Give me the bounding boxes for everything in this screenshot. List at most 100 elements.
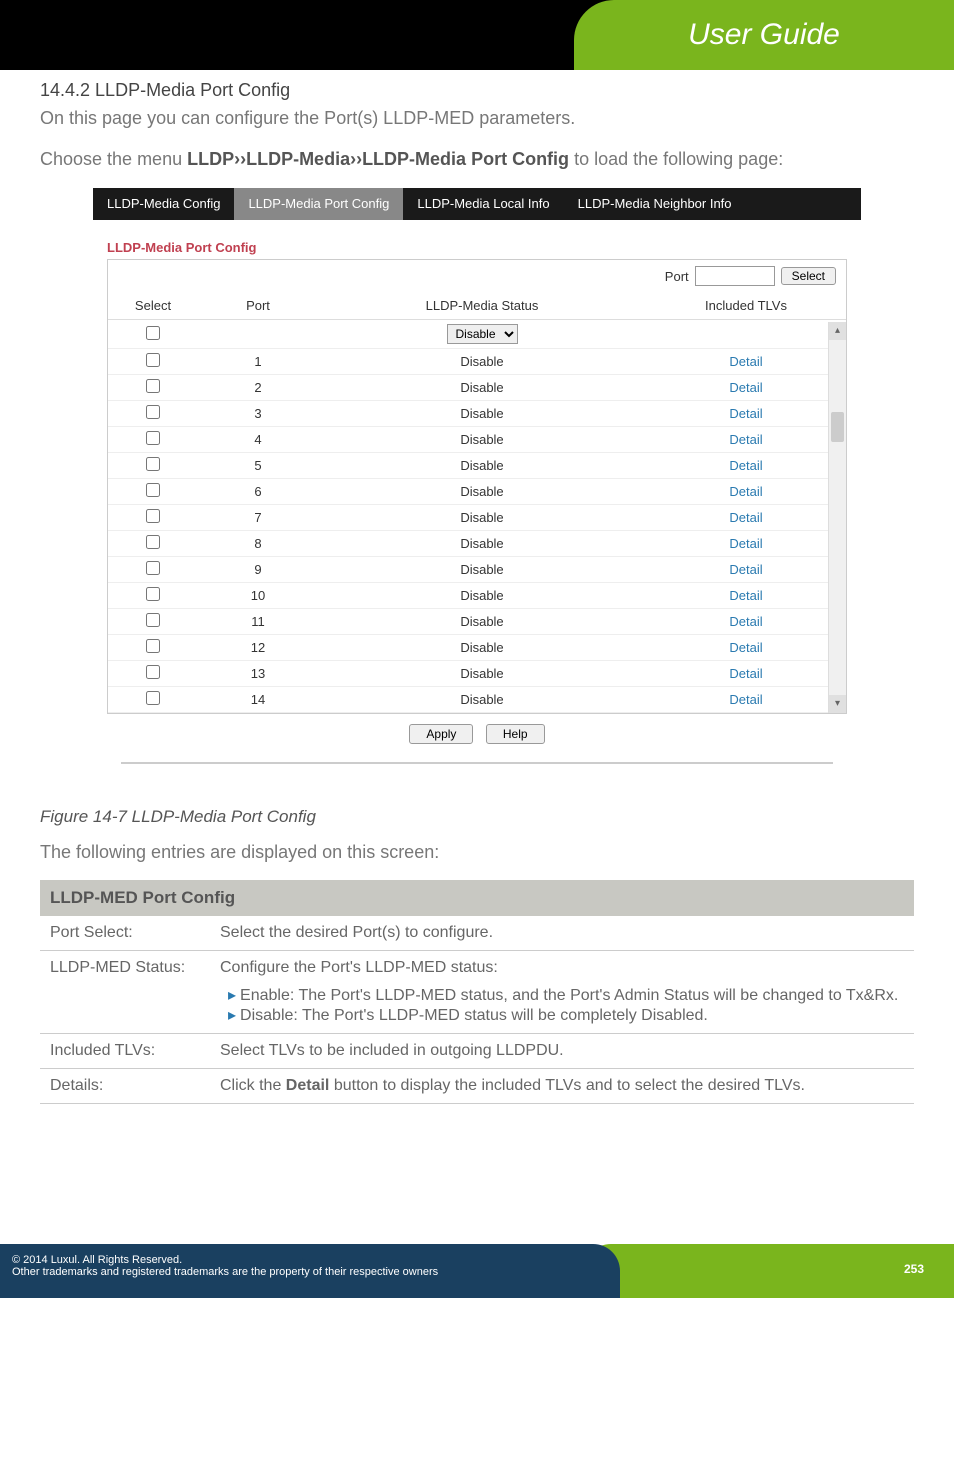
row-detail-link[interactable]: Detail <box>646 661 846 687</box>
row-detail-link[interactable]: Detail <box>646 635 846 661</box>
desc-header: LLDP-MED Port Config <box>40 880 914 916</box>
description-table: LLDP-MED Port Config Port Select: Select… <box>40 880 914 1104</box>
row-detail-link[interactable]: Detail <box>646 427 846 453</box>
port-input[interactable] <box>695 266 775 286</box>
select-button[interactable]: Select <box>781 267 836 285</box>
row-checkbox[interactable] <box>146 587 160 601</box>
tab-lldp-media-port-config[interactable]: LLDP-Media Port Config <box>234 188 403 220</box>
tab-lldp-media-local-info[interactable]: LLDP-Media Local Info <box>403 188 563 220</box>
row-checkbox[interactable] <box>146 483 160 497</box>
header-title: User Guide <box>688 18 840 52</box>
footer-blue: © 2014 Luxul. All Rights Reserved. Other… <box>0 1244 620 1298</box>
row-detail-link[interactable]: Detail <box>646 349 846 375</box>
row-checkbox[interactable] <box>146 405 160 419</box>
row-checkbox[interactable] <box>146 509 160 523</box>
scroll-down-icon[interactable]: ▾ <box>829 695 846 713</box>
desc-port-select-key: Port Select: <box>40 916 210 951</box>
row-status: Disable <box>318 349 646 375</box>
col-select: Select <box>108 292 198 320</box>
row-status: Disable <box>318 635 646 661</box>
row-detail-link[interactable]: Detail <box>646 609 846 635</box>
footer-green: 253 <box>584 1244 954 1298</box>
row-status: Disable <box>318 427 646 453</box>
table-row: 10DisableDetail <box>108 583 846 609</box>
row-detail-link[interactable]: Detail <box>646 401 846 427</box>
select-all-checkbox[interactable] <box>146 326 160 340</box>
table-scrollbar[interactable]: ▴ ▾ <box>828 322 846 713</box>
row-checkbox[interactable] <box>146 431 160 445</box>
row-checkbox[interactable] <box>146 535 160 549</box>
copyright: © 2014 Luxul. All Rights Reserved. <box>12 1254 608 1266</box>
bullet-icon: ▸ <box>228 987 236 1004</box>
tab-lldp-media-neighbor-info[interactable]: LLDP-Media Neighbor Info <box>564 188 746 220</box>
col-port: Port <box>198 292 318 320</box>
page-footer: 253 © 2014 Luxul. All Rights Reserved. O… <box>0 1244 954 1298</box>
choose-post: to load the following page: <box>569 149 783 169</box>
row-port: 9 <box>198 557 318 583</box>
table-row: 5DisableDetail <box>108 453 846 479</box>
row-port: 3 <box>198 401 318 427</box>
col-tlvs: Included TLVs <box>646 292 846 320</box>
row-checkbox[interactable] <box>146 379 160 393</box>
header-black <box>0 0 614 70</box>
row-status: Disable <box>318 453 646 479</box>
tab-lldp-media-config[interactable]: LLDP-Media Config <box>93 188 234 220</box>
row-detail-link[interactable]: Detail <box>646 453 846 479</box>
table-row: 4DisableDetail <box>108 427 846 453</box>
choose-bold: LLDP››LLDP-Media››LLDP-Media Port Config <box>187 149 569 169</box>
row-checkbox[interactable] <box>146 691 160 705</box>
desc-details-bold: Detail <box>286 1077 330 1094</box>
row-status: Disable <box>318 401 646 427</box>
table-row: 6DisableDetail <box>108 479 846 505</box>
table-row: 12DisableDetail <box>108 635 846 661</box>
row-port: 11 <box>198 609 318 635</box>
port-table: Select Port LLDP-Media Status Included T… <box>108 292 846 713</box>
port-filter-row: Port Select <box>108 260 846 292</box>
row-checkbox[interactable] <box>146 613 160 627</box>
config-screenshot: LLDP-Media Config LLDP-Media Port Config… <box>92 187 862 787</box>
row-detail-link[interactable]: Detail <box>646 557 846 583</box>
row-checkbox[interactable] <box>146 353 160 367</box>
scroll-up-icon[interactable]: ▴ <box>829 322 846 340</box>
status-dropdown[interactable]: Disable <box>447 324 518 344</box>
row-status: Disable <box>318 531 646 557</box>
row-detail-link[interactable]: Detail <box>646 375 846 401</box>
row-checkbox[interactable] <box>146 665 160 679</box>
table-row: 8DisableDetail <box>108 531 846 557</box>
row-port: 10 <box>198 583 318 609</box>
row-detail-link[interactable]: Detail <box>646 505 846 531</box>
row-status: Disable <box>318 375 646 401</box>
apply-button[interactable]: Apply <box>409 724 473 744</box>
desc-lldp-status-val: Configure the Port's LLDP-MED status: ▸E… <box>210 951 914 1034</box>
table-row: 9DisableDetail <box>108 557 846 583</box>
row-detail-link[interactable]: Detail <box>646 479 846 505</box>
table-row: 1DisableDetail <box>108 349 846 375</box>
row-checkbox[interactable] <box>146 457 160 471</box>
row-detail-link[interactable]: Detail <box>646 531 846 557</box>
desc-port-select-val: Select the desired Port(s) to configure. <box>210 916 914 951</box>
row-status: Disable <box>318 687 646 713</box>
table-row: 11DisableDetail <box>108 609 846 635</box>
row-detail-link[interactable]: Detail <box>646 687 846 713</box>
row-checkbox[interactable] <box>146 639 160 653</box>
intro-text: On this page you can configure the Port(… <box>40 105 914 132</box>
table-row: 13DisableDetail <box>108 661 846 687</box>
row-port: 5 <box>198 453 318 479</box>
table-row: 7DisableDetail <box>108 505 846 531</box>
desc-enable-bullet: Enable: The Port's LLDP-MED status, and … <box>240 987 898 1004</box>
row-detail-link[interactable]: Detail <box>646 583 846 609</box>
row-port: 8 <box>198 531 318 557</box>
scroll-thumb[interactable] <box>831 412 844 442</box>
desc-details-pre: Click the <box>220 1077 286 1094</box>
figure-caption: Figure 14-7 LLDP-Media Port Config <box>40 807 914 827</box>
section-heading: 14.4.2 LLDP-Media Port Config <box>40 80 914 101</box>
row-status: Disable <box>318 557 646 583</box>
desc-lldp-status-intro: Configure the Port's LLDP-MED status: <box>220 959 904 977</box>
row-port: 2 <box>198 375 318 401</box>
row-port: 1 <box>198 349 318 375</box>
trademark-notice: Other trademarks and registered trademar… <box>12 1266 608 1278</box>
header-green: User Guide <box>574 0 954 70</box>
help-button[interactable]: Help <box>486 724 545 744</box>
row-checkbox[interactable] <box>146 561 160 575</box>
choose-text: Choose the menu LLDP››LLDP-Media››LLDP-M… <box>40 146 914 173</box>
